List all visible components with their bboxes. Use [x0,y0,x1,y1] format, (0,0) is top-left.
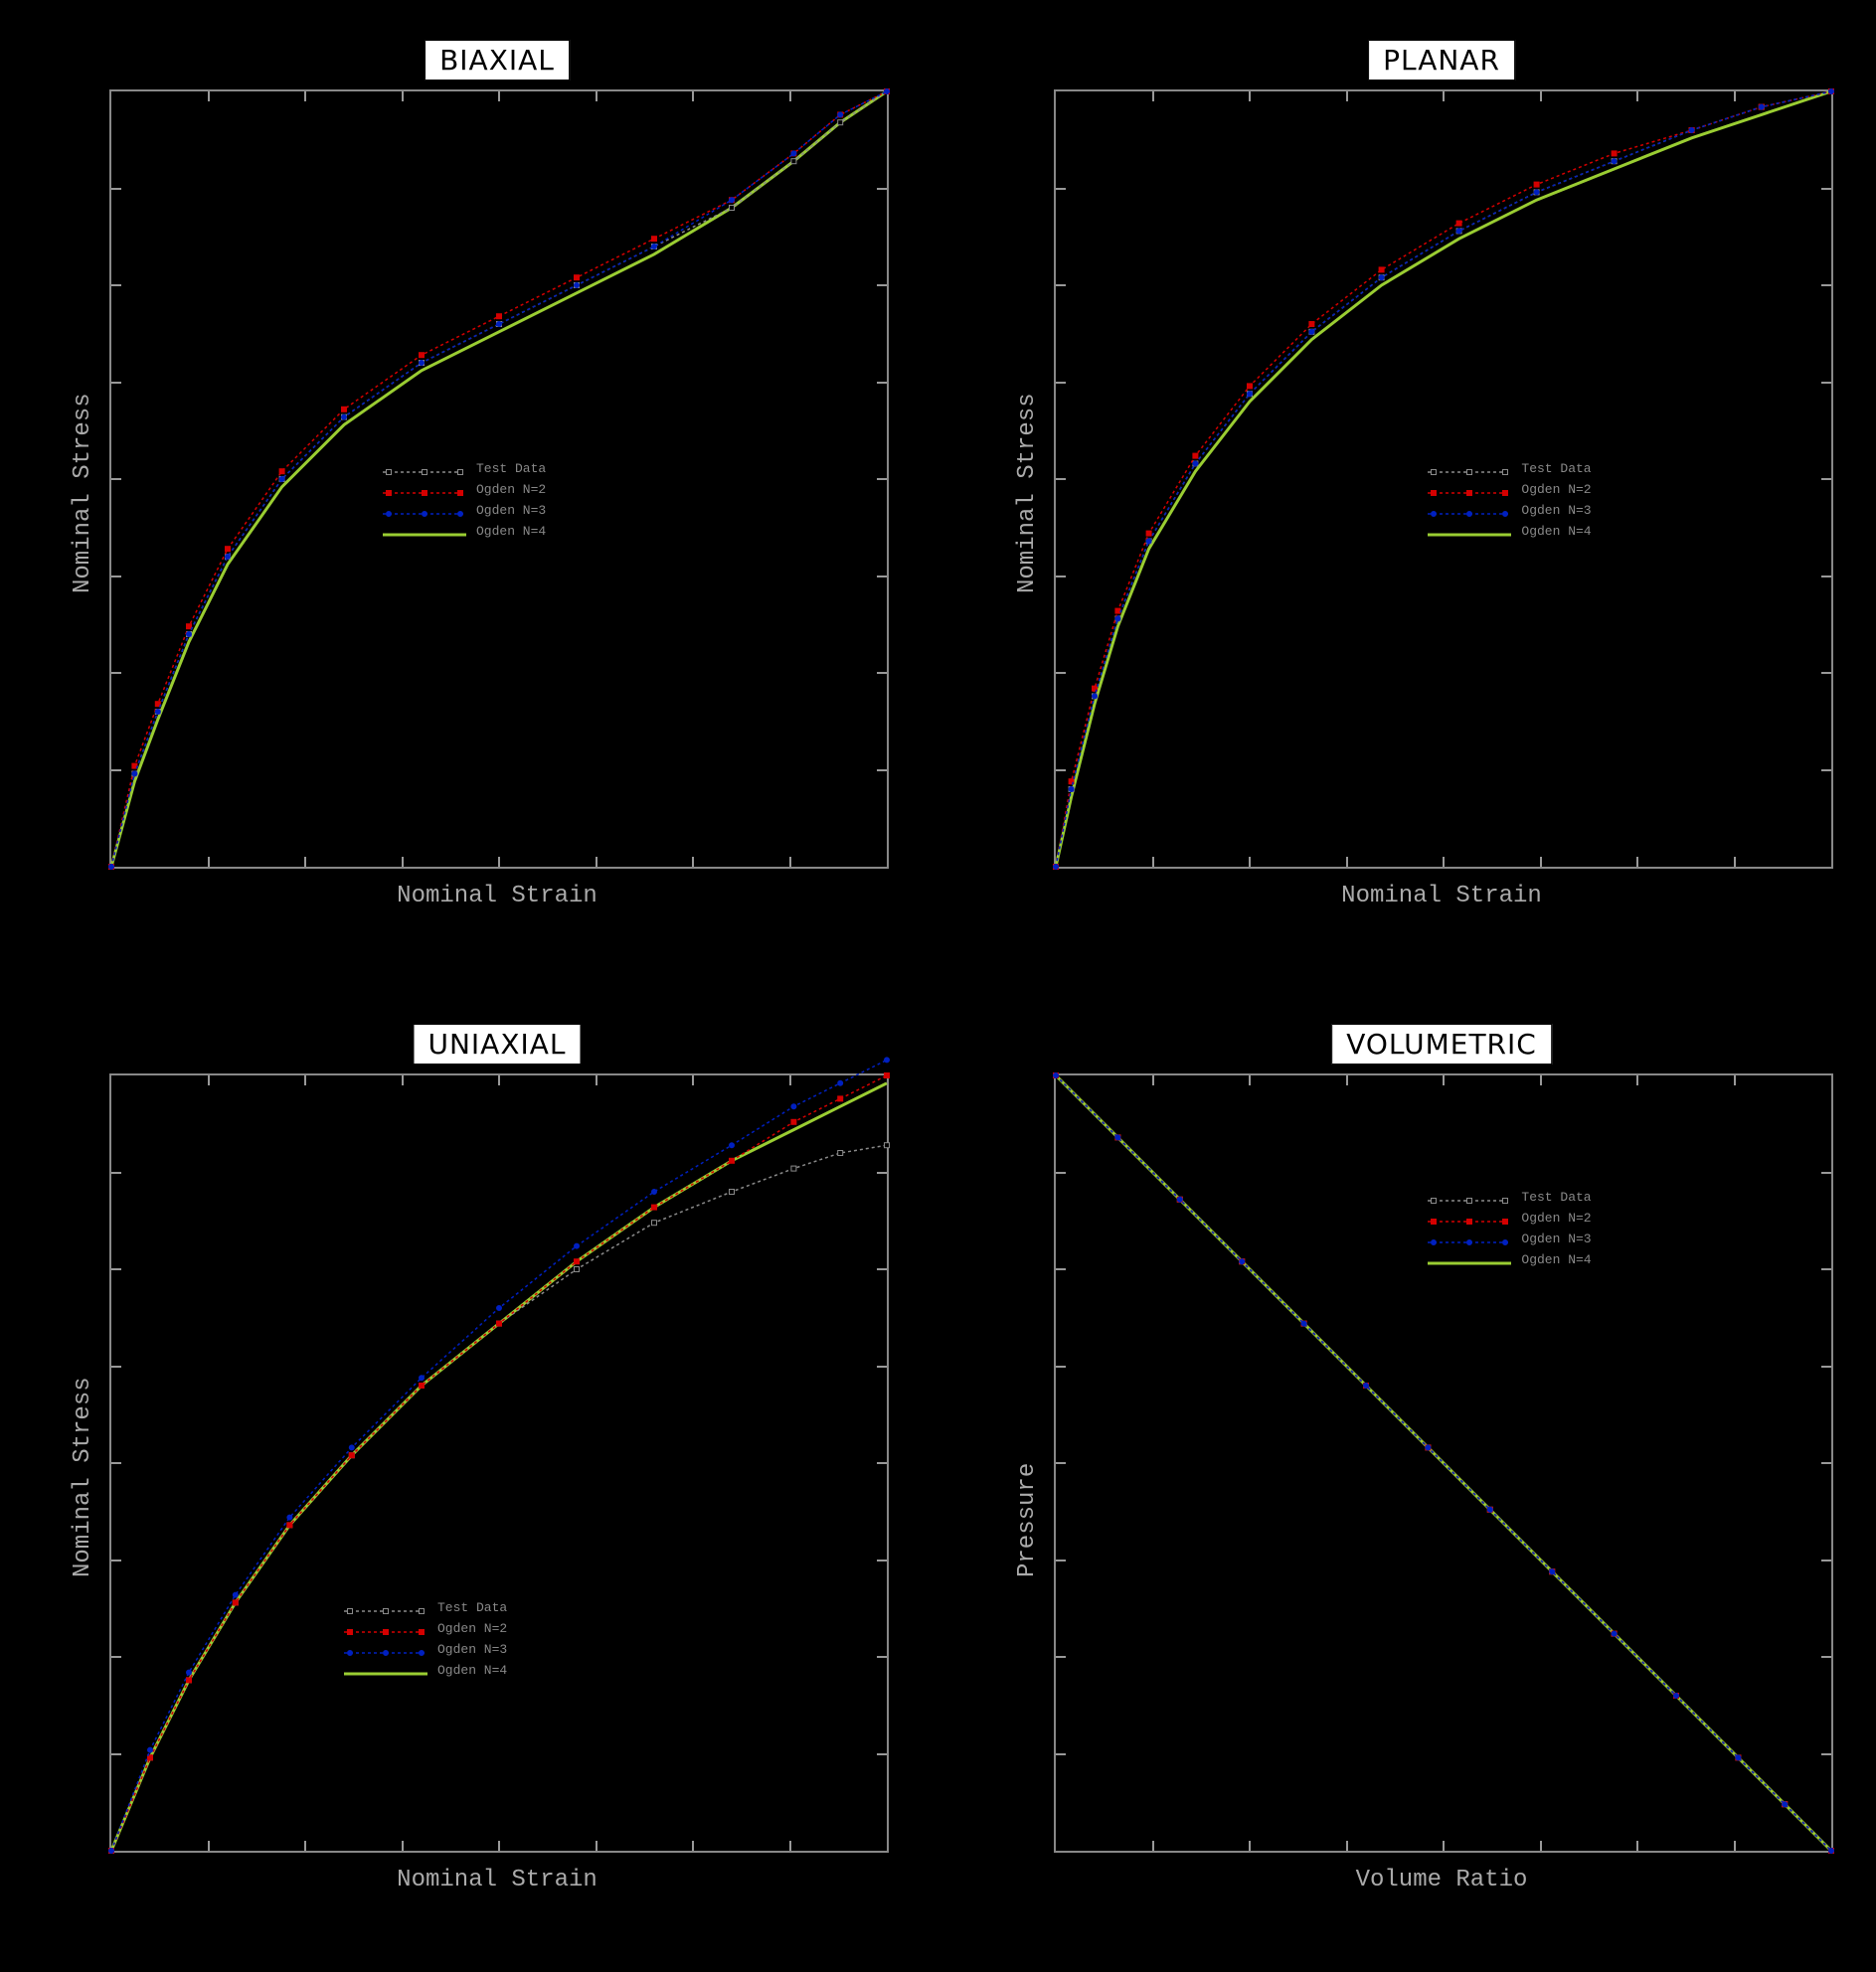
title-planar: PLANAR [1368,40,1515,81]
legend-swatch-n2 [1426,485,1513,495]
panel-volumetric: VOLUMETRICPressureVolume RatioTest DataO… [1054,1073,1829,1849]
legend-swatch-n4 [1426,1255,1513,1265]
legend-label-n4: Ogden N=4 [476,524,546,539]
ylabel-uniaxial: Nominal Stress [70,1377,96,1577]
legend-label-test: Test Data [1521,1190,1591,1205]
legend-swatch-n4 [342,1666,429,1676]
legend-swatch-test [1426,1193,1513,1203]
legend-item: Ogden N=4 [1426,1252,1591,1267]
xlabel-uniaxial: Nominal Strain [397,1867,597,1893]
legend-item: Ogden N=3 [1426,503,1591,518]
legend-item: Test Data [1426,461,1591,476]
legend-label-n3: Ogden N=3 [1521,503,1591,518]
legend-swatch-n3 [342,1645,429,1655]
legend-swatch-n3 [381,506,468,516]
legend-item: Ogden N=2 [1426,482,1591,497]
legend-label-n2: Ogden N=2 [1521,482,1591,497]
plot-uniaxial [109,1073,889,1853]
legend-item: Test Data [342,1600,507,1615]
legend-swatch-n2 [1426,1214,1513,1224]
legend-label-test: Test Data [1521,461,1591,476]
title-volumetric: VOLUMETRIC [1331,1024,1552,1065]
legend-item: Ogden N=4 [342,1663,507,1678]
title-uniaxial: UNIAXIAL [413,1024,581,1065]
legend-swatch-n3 [1426,506,1513,516]
legend-label-n2: Ogden N=2 [437,1621,507,1636]
legend-item: Ogden N=3 [1426,1232,1591,1246]
figure-root: BIAXIAL Nominal Stress Nominal Strain Test … [0,0,1876,1972]
legend-label-n4: Ogden N=4 [1521,1252,1591,1267]
ylabel-biaxial: Nominal Stress [70,393,96,593]
panel-uniaxial: UNIAXIALNominal StressNominal StrainTest… [109,1073,885,1849]
legend-swatch-test [1426,464,1513,474]
legend-swatch-n3 [1426,1234,1513,1244]
legend-label-n2: Ogden N=2 [1521,1211,1591,1226]
legend-uniaxial: Test Data Ogden N=2 Ogden N=3 Ogden N=4 [342,1600,507,1678]
legend-item: Ogden N=2 [381,482,546,497]
xlabel-biaxial: Nominal Strain [397,883,597,909]
legend-item: Test Data [1426,1190,1591,1205]
legend-swatch-test [342,1603,429,1613]
legend-label-n3: Ogden N=3 [476,503,546,518]
title-biaxial: BIAXIAL [425,40,570,81]
legend-label-test: Test Data [437,1600,507,1615]
legend-label-n3: Ogden N=3 [437,1642,507,1657]
xlabel-planar: Nominal Strain [1341,883,1542,909]
legend-planar: Test Data Ogden N=2 Ogden N=3 Ogden N=4 [1426,461,1591,539]
legend-label-n4: Ogden N=4 [1521,524,1591,539]
legend-item: Ogden N=2 [1426,1211,1591,1226]
ylabel-planar: Nominal Stress [1014,393,1041,593]
legend-volumetric: Test Data Ogden N=2 Ogden N=3 Ogden N=4 [1426,1190,1591,1267]
legend-label-n2: Ogden N=2 [476,482,546,497]
panel-biaxial: BIAXIALNominal StressNominal StrainTest … [109,89,885,865]
legend-swatch-n4 [381,527,468,537]
legend-biaxial: Test Data Ogden N=2 Ogden N=3 Ogden N=4 [381,461,546,539]
legend-item: Test Data [381,461,546,476]
legend-label-test: Test Data [476,461,546,476]
ylabel-volumetric: Pressure [1014,1463,1041,1577]
legend-item: Ogden N=3 [342,1642,507,1657]
legend-label-n4: Ogden N=4 [437,1663,507,1678]
legend-swatch-n2 [342,1624,429,1634]
legend-swatch-n4 [1426,527,1513,537]
legend-swatch-test [381,464,468,474]
legend-item: Ogden N=2 [342,1621,507,1636]
legend-item: Ogden N=4 [1426,524,1591,539]
legend-label-n3: Ogden N=3 [1521,1232,1591,1246]
legend-item: Ogden N=3 [381,503,546,518]
legend-swatch-n2 [381,485,468,495]
panel-planar: PLANARNominal StressNominal StrainTest D… [1054,89,1829,865]
curves-uniaxial [111,1075,887,1851]
xlabel-volumetric: Volume Ratio [1356,1867,1528,1893]
legend-item: Ogden N=4 [381,524,546,539]
